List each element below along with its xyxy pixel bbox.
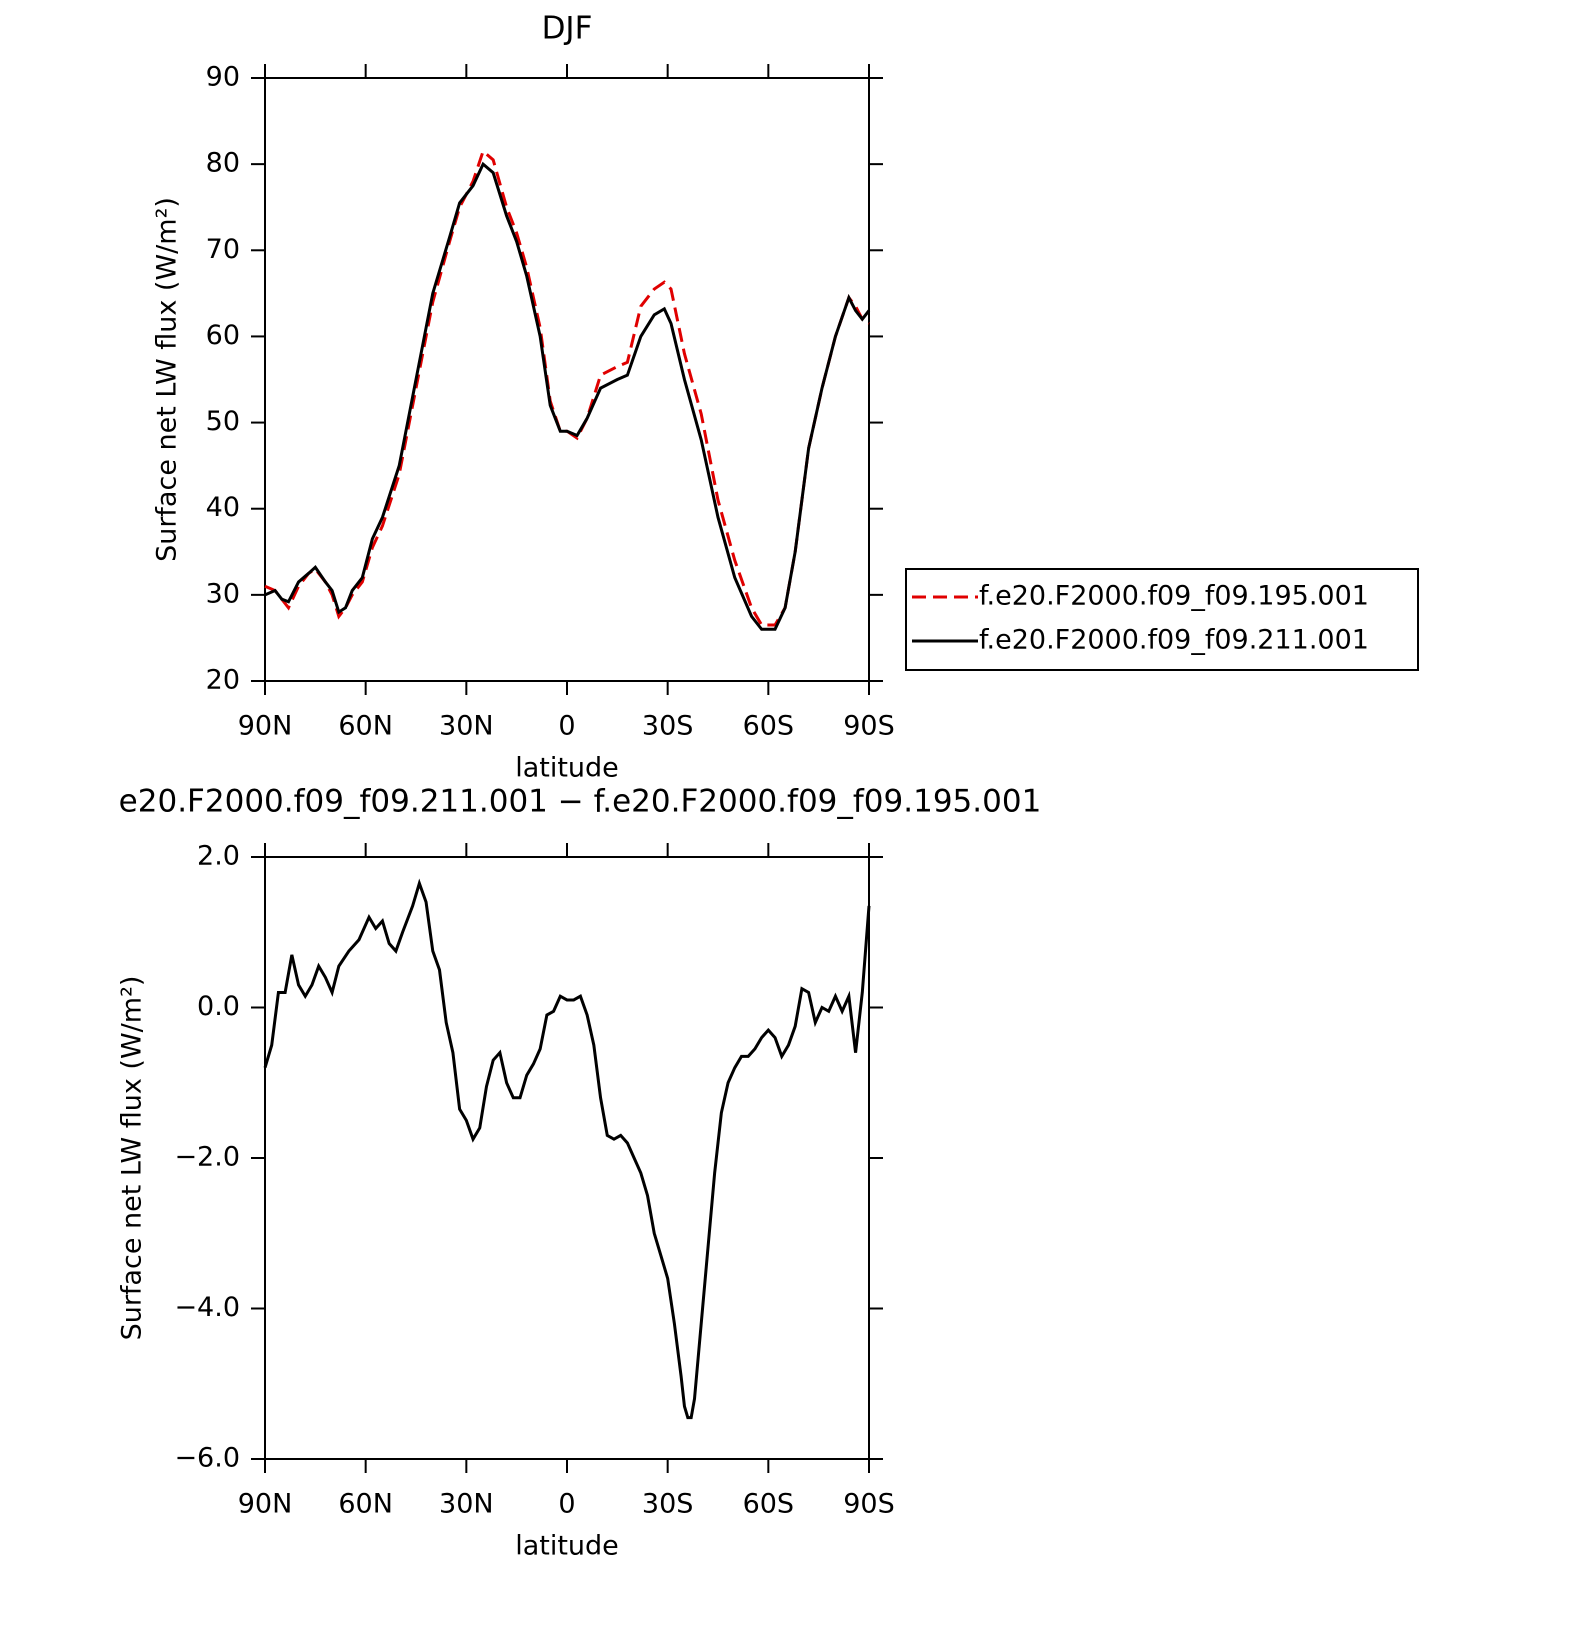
x-tick-label: 30S — [642, 711, 694, 742]
y-tick-label: 70 — [206, 234, 240, 265]
x-tick-label: 90N — [238, 711, 293, 742]
data-line — [263, 878, 871, 1420]
y-tick-label: 0.0 — [197, 991, 240, 1022]
y-tick-label: 90 — [206, 62, 240, 93]
x-tick-label: 0 — [558, 711, 575, 742]
chart-title: DJF — [542, 11, 593, 47]
x-axis-label: latitude — [515, 1531, 619, 1562]
y-tick-label: −6.0 — [174, 1443, 240, 1474]
x-tick-label: 60N — [338, 1489, 393, 1520]
x-tick-label: 30N — [439, 711, 494, 742]
plot-frame — [264, 77, 870, 682]
x-tick-label: 90N — [238, 1489, 293, 1520]
x-tick-label: 90S — [843, 1489, 895, 1520]
x-tick-label: 90S — [843, 711, 895, 742]
x-tick-label: 30S — [642, 1489, 694, 1520]
y-tick-label: 60 — [206, 320, 240, 351]
y-tick-label: −4.0 — [174, 1292, 240, 1323]
x-axis-label: latitude — [515, 753, 619, 784]
legend-label: f.e20.F2000.f09_f09.211.001 — [979, 625, 1369, 656]
data-line — [264, 161, 871, 631]
y-tick-label: −2.0 — [174, 1142, 240, 1173]
y-tick-label: 40 — [206, 492, 240, 523]
x-tick-label: 60N — [338, 711, 393, 742]
y-tick-label: 50 — [206, 406, 240, 437]
plot-frame — [264, 856, 870, 1460]
y-axis-label: Surface net LW flux (W/m²) — [152, 197, 183, 562]
x-tick-label: 30N — [439, 1489, 494, 1520]
x-tick-label: 0 — [558, 1489, 575, 1520]
chart-title: e20.F2000.f09_f09.211.001 − f.e20.F2000.… — [119, 784, 1042, 820]
x-tick-label: 60S — [743, 1489, 795, 1520]
y-tick-label: 20 — [206, 665, 240, 696]
data-line — [264, 148, 870, 627]
legend-label: f.e20.F2000.f09_f09.195.001 — [979, 581, 1369, 612]
y-axis-label: Surface net LW flux (W/m²) — [117, 976, 148, 1341]
y-tick-label: 80 — [206, 148, 240, 179]
y-tick-label: 2.0 — [197, 841, 240, 872]
legend-box — [905, 568, 1419, 671]
y-tick-label: 30 — [206, 578, 240, 609]
x-tick-label: 60S — [743, 711, 795, 742]
